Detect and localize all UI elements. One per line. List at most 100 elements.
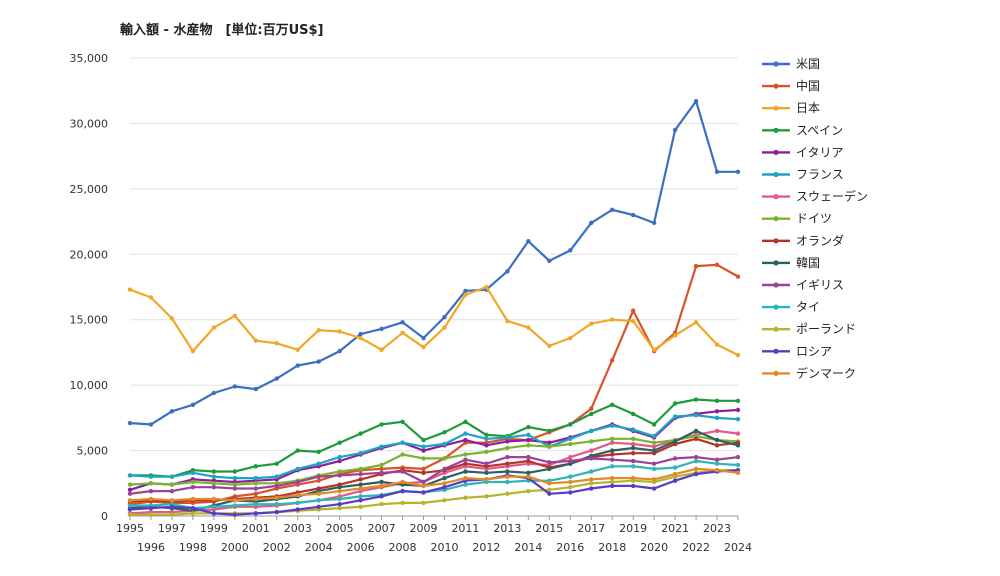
- data-point: [568, 490, 573, 495]
- data-point: [253, 502, 258, 507]
- data-point: [463, 495, 468, 500]
- data-point: [127, 482, 133, 487]
- data-point: [421, 490, 426, 495]
- data-point: [211, 469, 217, 474]
- series-group: [127, 397, 741, 479]
- x-tick-label: 1997: [158, 522, 186, 535]
- data-point: [253, 496, 258, 502]
- data-point: [442, 475, 447, 481]
- data-point: [358, 504, 363, 510]
- data-point: [274, 341, 279, 346]
- grid-lines: [130, 57, 738, 517]
- data-point: [505, 439, 510, 444]
- data-point: [735, 274, 741, 279]
- data-point: [316, 504, 321, 510]
- data-point: [735, 454, 741, 460]
- data-point: [379, 483, 384, 489]
- data-point: [337, 348, 342, 354]
- series-line: [129, 263, 739, 506]
- data-point: [127, 287, 133, 292]
- data-point: [211, 474, 217, 479]
- data-point: [630, 427, 636, 432]
- data-point: [190, 485, 196, 490]
- data-point: [127, 487, 133, 493]
- series-line: [130, 398, 738, 478]
- data-point: [253, 475, 258, 481]
- data-point: [295, 466, 300, 472]
- data-point: [463, 475, 468, 481]
- data-point: [547, 481, 552, 486]
- data-point: [358, 498, 363, 503]
- data-point: [526, 474, 531, 479]
- data-point: [253, 511, 258, 516]
- data-point: [442, 498, 447, 503]
- data-point: [169, 488, 175, 494]
- data-point: [421, 444, 426, 449]
- data-point: [693, 458, 699, 464]
- data-point: [505, 474, 510, 479]
- data-point: [358, 494, 363, 499]
- series-lines: [127, 98, 741, 517]
- data-point: [484, 432, 489, 438]
- data-point: [589, 220, 594, 226]
- data-point: [316, 498, 321, 503]
- data-point: [484, 284, 489, 290]
- data-point: [735, 352, 741, 358]
- x-tick-label: 2006: [347, 541, 375, 554]
- data-point: [610, 358, 615, 363]
- data-point: [735, 470, 741, 476]
- legend-item: ロシア: [762, 344, 832, 358]
- data-point: [190, 479, 196, 485]
- legend-label: ドイツ: [796, 212, 832, 226]
- data-point: [693, 320, 699, 325]
- data-point: [568, 454, 573, 460]
- data-point: [568, 479, 573, 485]
- data-point: [463, 431, 468, 436]
- data-point: [651, 486, 657, 491]
- data-point: [421, 448, 426, 453]
- data-point: [379, 470, 384, 476]
- legend-marker: [773, 304, 779, 310]
- data-point: [379, 462, 384, 468]
- data-point: [714, 398, 720, 404]
- data-point: [568, 458, 573, 464]
- data-point: [316, 478, 321, 483]
- data-point: [651, 422, 657, 427]
- data-point: [630, 475, 636, 481]
- data-point: [505, 491, 510, 496]
- data-point: [589, 456, 594, 461]
- data-point: [735, 431, 741, 436]
- series-line: [129, 429, 739, 515]
- x-tick-label: 1995: [116, 522, 144, 535]
- x-tick-label: 2022: [682, 541, 710, 554]
- x-tick-label: 2020: [640, 541, 668, 554]
- data-point: [693, 413, 699, 418]
- data-point: [714, 342, 720, 347]
- data-point: [484, 494, 489, 499]
- data-point: [630, 308, 636, 313]
- data-point: [211, 496, 217, 502]
- legend-marker: [773, 105, 779, 111]
- y-tick-label: 10,000: [70, 379, 109, 392]
- data-point: [463, 482, 468, 487]
- data-point: [610, 448, 615, 453]
- data-point: [526, 454, 531, 460]
- chart-title: 輸入額 - 水産物 [単位:百万US$]: [120, 22, 324, 38]
- data-point: [526, 470, 531, 476]
- data-point: [526, 424, 531, 430]
- data-point: [526, 432, 531, 438]
- data-point: [253, 338, 258, 343]
- data-point: [672, 471, 678, 477]
- y-tick-label: 0: [101, 510, 108, 523]
- data-point: [232, 486, 238, 491]
- data-point: [484, 449, 489, 455]
- legend-marker: [773, 83, 779, 89]
- data-point: [190, 505, 196, 511]
- data-point: [610, 479, 615, 485]
- data-point: [610, 207, 615, 212]
- data-point: [421, 479, 426, 485]
- data-point: [484, 470, 489, 476]
- legend-label: 日本: [796, 101, 820, 115]
- data-point: [505, 435, 510, 440]
- legend-marker: [773, 127, 779, 133]
